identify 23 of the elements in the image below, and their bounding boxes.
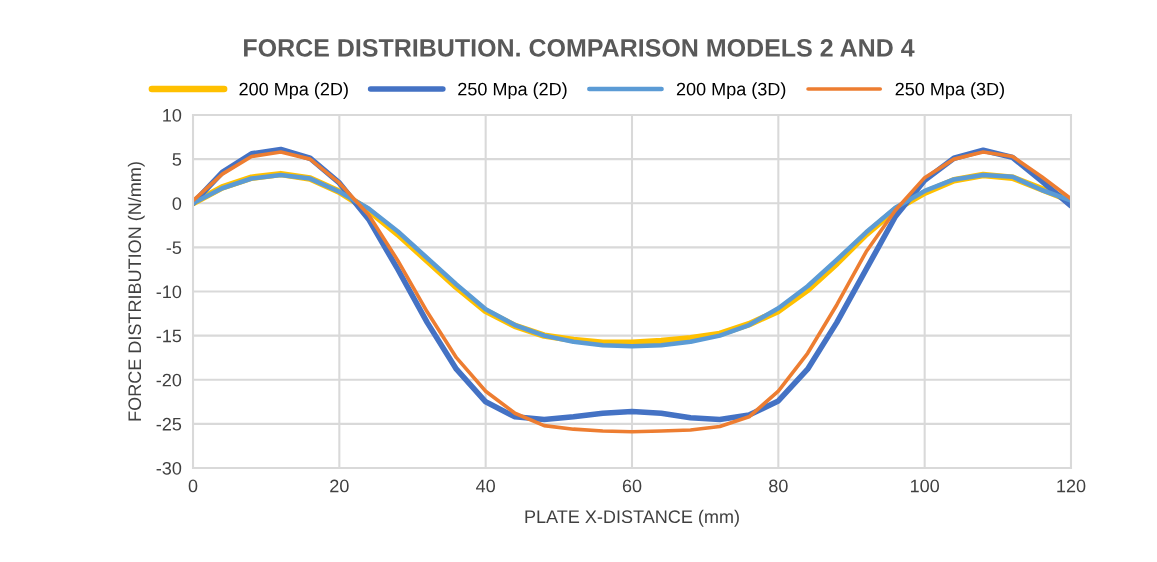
y-tick-label: -5 xyxy=(166,241,182,255)
x-tick-label: 100 xyxy=(910,479,940,493)
x-tick-label: 0 xyxy=(188,479,198,493)
x-axis-title: PLATE X-DISTANCE (mm) xyxy=(525,509,739,527)
legend-label: 250 Mpa (2D) xyxy=(458,82,567,100)
chart-title: FORCE DISTRIBUTION. COMPARISON MODELS 2 AND 4 xyxy=(244,39,915,57)
y-tick-label: 0 xyxy=(172,197,182,210)
y-tick-label: 5 xyxy=(172,153,182,166)
x-tick-label: 40 xyxy=(476,479,495,493)
legend-label: 250 Mpa (3D) xyxy=(895,82,1004,100)
x-tick-label: 120 xyxy=(1057,479,1086,493)
y-tick-label: -15 xyxy=(156,329,182,343)
x-tick-label: 60 xyxy=(622,479,642,493)
legend-label: 200 Mpa (2D) xyxy=(239,82,348,100)
y-tick-label: -20 xyxy=(156,373,182,387)
legend-label: 200 Mpa (3D) xyxy=(676,82,786,100)
y-axis-title: FORCE DISTRIBUTION (N/mm) xyxy=(127,162,145,421)
y-tick-label: -25 xyxy=(156,417,182,431)
y-tick-label: 10 xyxy=(163,108,182,122)
y-tick-label: -30 xyxy=(156,461,182,475)
x-tick-label: 20 xyxy=(330,479,349,493)
x-tick-label: 80 xyxy=(769,479,788,493)
y-tick-label: -10 xyxy=(156,285,182,299)
